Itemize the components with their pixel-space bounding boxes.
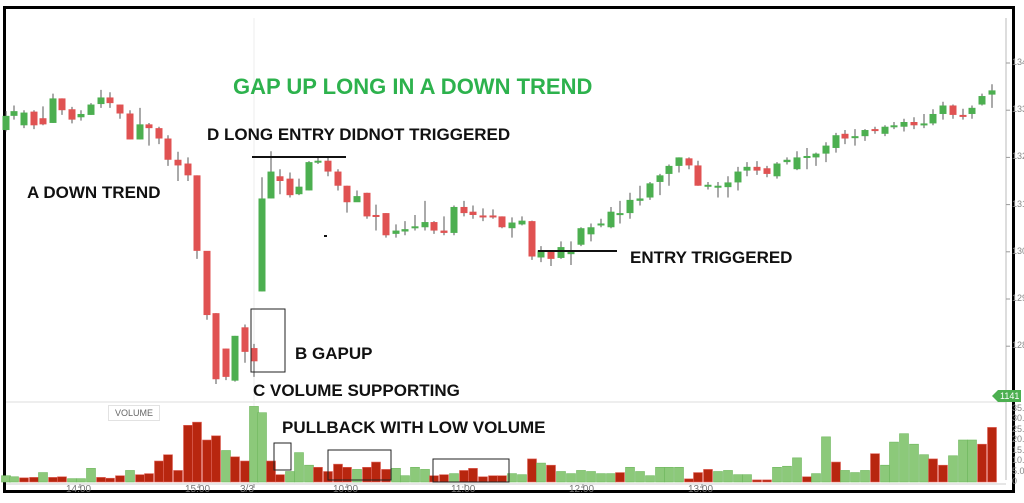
price-axis-label: 13000	[1012, 245, 1024, 256]
time-axis-label: 10:00	[333, 484, 359, 495]
time-axis-label: 15:00	[185, 484, 211, 495]
price-axis-label: 12900	[1012, 293, 1024, 303]
price-axis-label: 13400	[1012, 57, 1024, 67]
volume-axis-label: 25.0	[1012, 423, 1024, 434]
annotation-entry-triggered: ENTRY TRIGGERED	[630, 248, 793, 267]
time-axis-label: 13:00	[688, 484, 714, 495]
price-axis-label: 13300	[1012, 104, 1024, 115]
price-axis-label: 12800	[1012, 340, 1024, 351]
time-axis-label: 12:00	[569, 484, 595, 495]
volume-axis-label: 30.0	[1012, 413, 1024, 423]
chart-title: GAP UP LONG IN A DOWN TREND	[233, 74, 593, 99]
annotation-volume-supporting: C VOLUME SUPPORTING	[253, 381, 460, 400]
annotation-pullback-low-volume: PULLBACK WITH LOW VOLUME	[282, 418, 546, 437]
chart-frame	[3, 6, 1015, 493]
annotation-long-entry-not-triggered: D LONG ENTRY DIDNOT TRIGGERED	[207, 125, 511, 144]
annotation-gap-up: B GAPUP	[295, 344, 373, 363]
volume-axis-label: 5.00	[1012, 465, 1024, 476]
volume-axis-label: 15.0	[1012, 444, 1024, 455]
volume-axis-label: 20.0	[1012, 434, 1024, 444]
time-axis-label: 14:00	[66, 484, 92, 495]
price-axis-label: 13200	[1012, 151, 1024, 162]
time-axis-label: 3/3	[240, 484, 254, 495]
last-price-tag: 1141	[992, 390, 1022, 402]
volume-label: VOLUME	[108, 405, 161, 421]
annotation-down-trend: A DOWN TREND	[27, 183, 161, 202]
price-axis-label: 13100	[1012, 198, 1024, 209]
time-axis-label: 11:00	[451, 484, 476, 495]
volume-axis-label: 35.0	[1012, 402, 1024, 413]
volume-axis-label: 10.0k	[1012, 455, 1024, 465]
volume-axis-label: 0	[1012, 476, 1018, 486]
